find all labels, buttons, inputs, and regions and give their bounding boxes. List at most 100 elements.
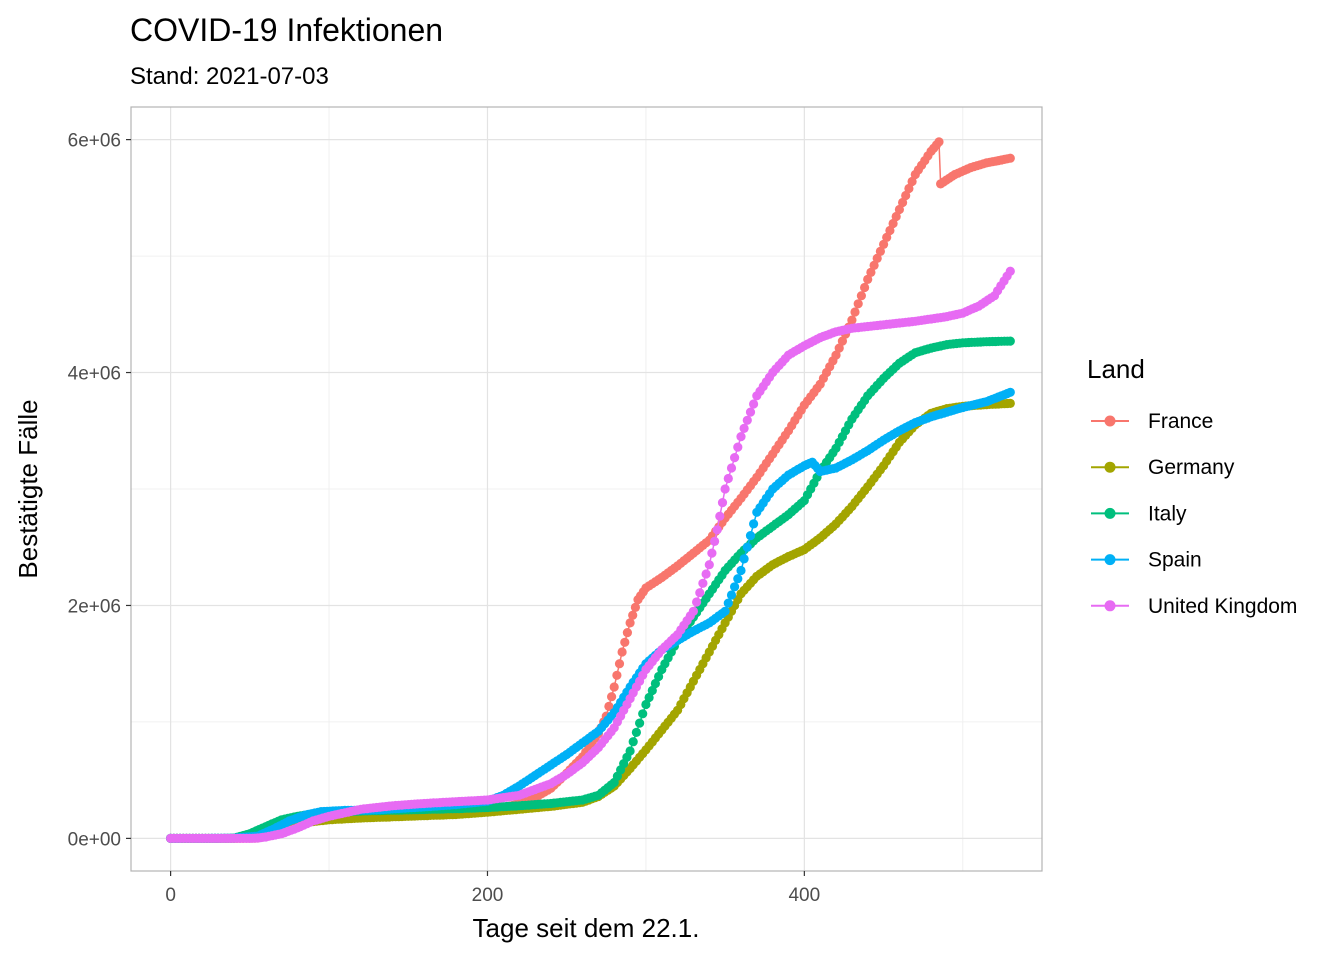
data-point xyxy=(907,176,917,187)
data-point xyxy=(631,727,642,738)
y-tick-label: 2e+06 xyxy=(68,596,121,617)
data-point xyxy=(712,525,722,535)
data-point xyxy=(847,315,857,325)
series-layer xyxy=(166,137,1015,844)
data-point xyxy=(730,582,740,592)
legend-item-france: France xyxy=(1091,410,1213,433)
data-point xyxy=(726,463,737,473)
data-point xyxy=(856,291,867,301)
data-point xyxy=(850,307,860,317)
data-point xyxy=(1005,387,1015,397)
plot-panel xyxy=(130,106,1043,872)
data-point xyxy=(692,597,702,607)
data-point xyxy=(698,578,708,588)
data-point xyxy=(707,548,717,558)
data-point xyxy=(609,682,619,692)
data-point xyxy=(742,542,752,552)
data-point xyxy=(701,569,711,579)
data-point xyxy=(885,225,895,236)
data-point xyxy=(1005,266,1015,276)
x-tick-label: 200 xyxy=(472,885,504,906)
legend-key-point xyxy=(1104,600,1116,612)
data-point xyxy=(688,606,699,616)
data-point xyxy=(647,685,657,696)
x-axis-ticks: 0 200 400 xyxy=(165,871,820,906)
data-point xyxy=(723,473,733,484)
data-point xyxy=(717,498,728,508)
chart-title: COVID-19 Infektionen xyxy=(130,12,443,48)
y-axis-title: Bestätigte Fälle xyxy=(13,399,43,578)
data-point xyxy=(875,246,886,256)
x-tick-label: 0 xyxy=(165,885,176,906)
data-point xyxy=(710,536,720,547)
data-point xyxy=(1005,398,1015,408)
legend-key-point xyxy=(1104,461,1116,473)
data-point xyxy=(720,484,730,494)
data-point xyxy=(628,610,638,620)
data-point xyxy=(888,218,898,229)
data-point xyxy=(831,350,841,360)
data-point xyxy=(635,718,645,728)
legend-key-point xyxy=(1104,415,1116,427)
data-point xyxy=(736,432,746,442)
data-point xyxy=(749,519,759,529)
chart-subtitle: Stand: 2021-07-03 xyxy=(130,63,329,90)
legend-key-point xyxy=(1104,507,1116,519)
data-point xyxy=(745,531,756,541)
data-point xyxy=(749,399,759,409)
legend-label: Germany xyxy=(1148,456,1235,479)
data-point xyxy=(638,709,648,719)
x-tick-label: 400 xyxy=(788,885,820,906)
data-point xyxy=(612,670,622,680)
data-point xyxy=(736,565,746,576)
legend-title: Land xyxy=(1087,354,1145,384)
data-point xyxy=(614,659,625,669)
legend-label: Italy xyxy=(1148,502,1187,525)
y-tick-label: 4e+06 xyxy=(68,364,121,385)
data-point xyxy=(863,274,873,284)
data-point xyxy=(607,692,617,702)
data-point xyxy=(1005,153,1015,163)
data-point xyxy=(901,190,911,201)
data-point xyxy=(745,407,756,417)
data-point xyxy=(894,204,905,215)
data-point xyxy=(879,239,889,249)
data-point xyxy=(934,137,944,147)
data-point xyxy=(720,606,730,616)
data-point xyxy=(730,453,740,463)
data-point xyxy=(630,602,641,613)
data-point xyxy=(869,260,879,270)
data-point xyxy=(853,299,863,309)
panel-border xyxy=(130,106,1043,872)
series-united-kingdom xyxy=(166,266,1015,844)
data-point xyxy=(620,637,630,647)
data-point xyxy=(742,415,752,425)
data-point xyxy=(866,267,876,277)
data-point xyxy=(622,628,633,638)
legend-items: France Germany Italy Spain United Kingdom xyxy=(1091,410,1297,618)
data-point xyxy=(1005,336,1015,346)
data-point xyxy=(739,554,749,564)
legend-key-point xyxy=(1104,554,1116,566)
data-point xyxy=(617,647,627,657)
data-point xyxy=(834,343,844,353)
legend: Land France Germany Italy Spain United Kingd… xyxy=(1087,354,1297,618)
legend-label: Spain xyxy=(1148,549,1202,572)
data-point xyxy=(644,692,654,703)
data-point xyxy=(739,423,749,433)
legend-item-germany: Germany xyxy=(1091,456,1235,479)
data-point xyxy=(628,737,638,747)
legend-label: United Kingdom xyxy=(1148,595,1297,618)
y-tick-label: 0e+00 xyxy=(68,829,121,850)
legend-item-italy: Italy xyxy=(1091,502,1187,525)
data-point xyxy=(733,442,743,452)
data-point xyxy=(654,671,664,682)
data-point xyxy=(837,336,848,346)
grid xyxy=(131,107,1042,871)
data-point xyxy=(733,574,743,584)
data-point xyxy=(625,746,635,756)
data-point xyxy=(650,678,661,689)
legend-item-united-kingdom: United Kingdom xyxy=(1091,595,1297,618)
legend-label: France xyxy=(1148,410,1213,433)
